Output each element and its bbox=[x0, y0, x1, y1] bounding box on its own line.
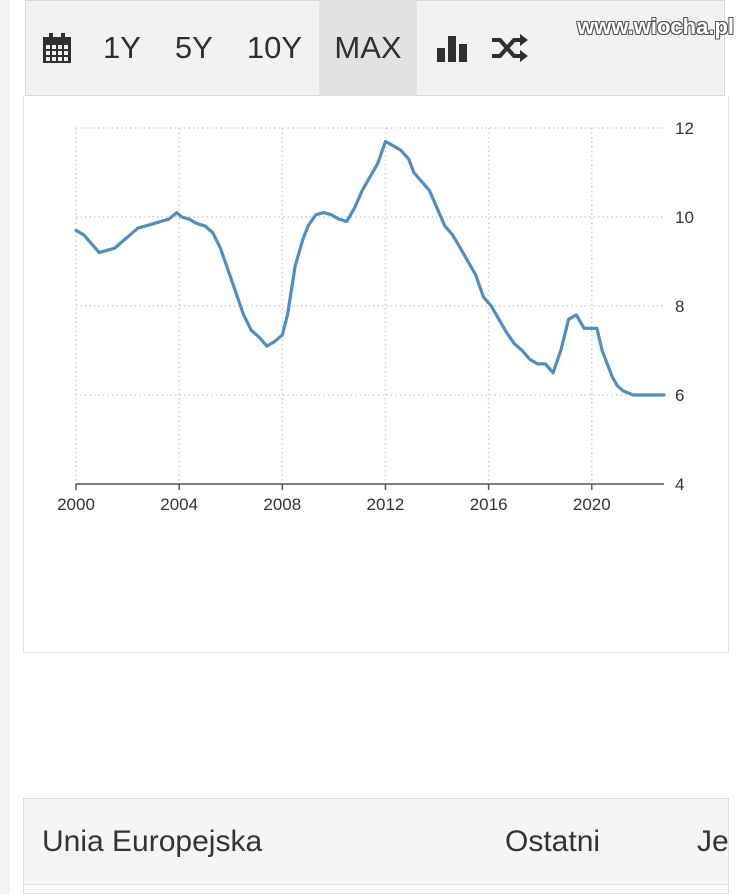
chart-toolbar: 1Y 5Y 10Y MAX bbox=[25, 0, 725, 96]
x-tick-label: 2004 bbox=[160, 495, 198, 514]
bar-chart-icon[interactable] bbox=[423, 0, 481, 96]
range-10y-button[interactable]: 10Y bbox=[246, 30, 303, 65]
chart-panel: 2000 2004 2008 2012 2016 2020 4 6 8 10 12 bbox=[23, 96, 729, 653]
table-header-region: Unia Europejska bbox=[42, 825, 263, 858]
calendar-icon[interactable] bbox=[28, 0, 86, 96]
range-5y-button[interactable]: 5Y bbox=[174, 30, 213, 65]
y-tick-label: 8 bbox=[675, 297, 684, 316]
series-line bbox=[74, 139, 666, 397]
page-left-edge bbox=[0, 0, 10, 894]
line-chart: 2000 2004 2008 2012 2016 2020 4 6 8 10 12 bbox=[57, 119, 694, 514]
table-header-unit: Je bbox=[697, 825, 729, 858]
site-watermark: www.wiocha.pl bbox=[577, 14, 734, 39]
y-tick-label: 4 bbox=[675, 475, 684, 494]
range-1y-button[interactable]: 1Y bbox=[103, 30, 141, 65]
x-tick-label: 2008 bbox=[263, 495, 301, 514]
table-header-latest: Ostatni bbox=[505, 825, 601, 858]
table-divider bbox=[24, 884, 728, 893]
x-tick-label: 2016 bbox=[470, 495, 508, 514]
range-max-button[interactable]: MAX bbox=[319, 0, 418, 96]
y-tick-label: 10 bbox=[675, 208, 694, 227]
y-tick-label: 6 bbox=[675, 386, 684, 405]
x-tick-label: 2000 bbox=[57, 495, 95, 514]
shuffle-icon[interactable] bbox=[481, 0, 539, 96]
x-tick-label: 2020 bbox=[573, 495, 611, 514]
y-tick-label: 12 bbox=[675, 119, 694, 138]
data-table-header: Unia Europejska Ostatni Je bbox=[23, 798, 729, 894]
x-tick-label: 2012 bbox=[367, 495, 405, 514]
